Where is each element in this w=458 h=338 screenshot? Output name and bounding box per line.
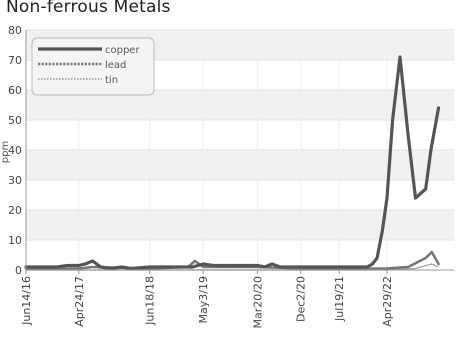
plot-bands: [26, 30, 454, 270]
plot-band: [26, 120, 454, 150]
y-tick-label: 50: [8, 114, 22, 127]
plot-band: [26, 150, 454, 180]
legend-box: [31, 37, 155, 96]
x-tick-label: May3/19: [197, 276, 210, 323]
plot-axes: [25, 30, 454, 271]
y-tick-label: 60: [8, 84, 22, 97]
legend-label-copper: copper: [105, 45, 140, 56]
plot-band: [26, 210, 454, 240]
x-tick-label: Apr29/22: [381, 276, 394, 327]
y-tick-label: 0: [15, 264, 22, 277]
plot-band: [26, 180, 454, 210]
y-tick-label: 80: [8, 24, 22, 37]
x-tick-label: Mar20/20: [251, 276, 264, 328]
y-tick-label: 10: [8, 234, 22, 247]
legend-items: copper lead tin: [38, 45, 140, 86]
y-tick-labels: 0 10 20 30 40 50 60 70 80: [8, 24, 22, 277]
x-tick-label: Dec2/20: [295, 276, 308, 322]
chart-title: Non-ferrous Metals: [6, 0, 171, 17]
legend-label-tin: tin: [105, 75, 118, 86]
x-tick-label: Jul19/21: [333, 276, 346, 322]
x-tick-labels: Jun14/16 Apr24/17 Jun18/18 May3/19 Mar20/20 D…: [20, 270, 394, 328]
y-tick-label: 30: [8, 174, 22, 187]
x-tick-label: Jun14/16: [20, 276, 33, 326]
x-tick-label: Apr24/17: [73, 276, 86, 327]
y-tick-label: 40: [8, 144, 22, 157]
y-axis-label: ppm: [0, 141, 11, 163]
legend: copper lead tin: [31, 37, 155, 96]
series-line-copper: [24, 55, 441, 271]
legend-label-lead: lead: [105, 60, 126, 71]
y-tick-label: 20: [8, 204, 22, 217]
y-tick-label: 70: [8, 54, 22, 67]
x-tick-label: Jun18/18: [144, 276, 157, 326]
